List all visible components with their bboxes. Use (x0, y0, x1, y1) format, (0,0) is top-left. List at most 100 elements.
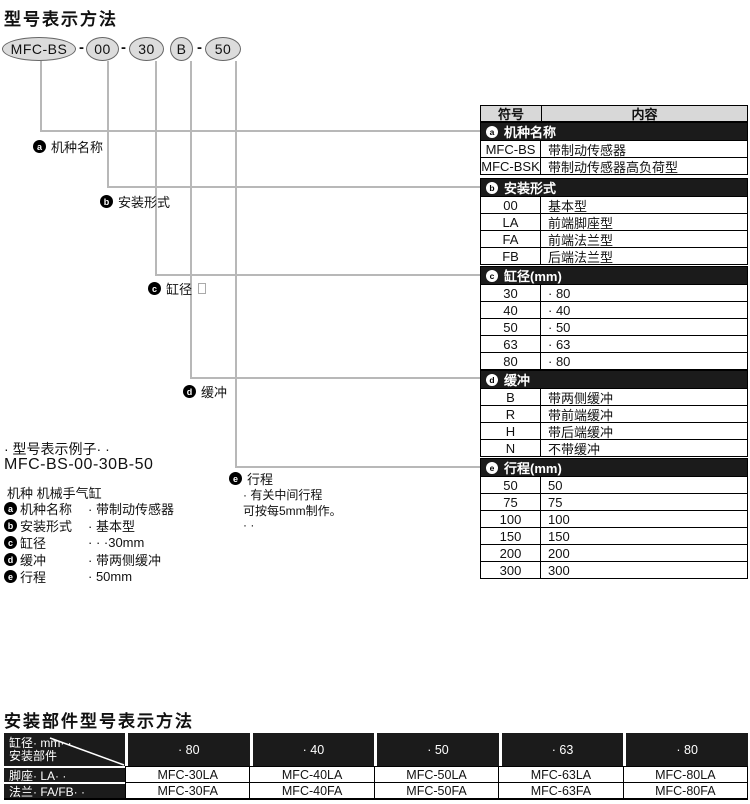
legend-row: 300 300 (481, 561, 747, 578)
content-cell: 带制动传感器 (548, 142, 627, 158)
legend-section-mounting-style: b 安装形式 00 基本型 LA 前端脚座型 FA 前端法兰型 FB 后端法兰型 (480, 178, 748, 265)
row-label-cell: 法兰· FA/FB· · (4, 782, 125, 799)
model-cell: MFC-40FA (249, 782, 374, 798)
model-cell: MFC-63LA (498, 766, 623, 782)
circle-letter-c-icon: c (486, 269, 498, 282)
symbol-cell: B (481, 389, 541, 405)
example-row-label: a 机种名称 (4, 499, 88, 518)
circle-letter-d-icon: d (486, 373, 498, 386)
example-machine-line: 机种 机械手气缸 (7, 486, 102, 501)
circle-letter-d-icon: d (183, 385, 196, 398)
page-title: 型号表示方法 (4, 10, 118, 29)
corner-top-label: 缸径· mm· · (9, 736, 72, 750)
legend-section-bore: c 缸径(mm) 30 · 80 40 · 40 50 · 50 63 · 63 80 · 80 (480, 266, 748, 370)
callout-mounting-style: b 安装形式 (100, 192, 170, 211)
legend-section-machine-name: a 机种名称 MFC-BS 带制动传感器 MFC-BSK 带制动传感器高负荷型 (480, 122, 748, 175)
content-cell: · 50 (548, 319, 571, 335)
mount-table-row: 脚座· LA· · MFC-30LA MFC-40LA MFC-50LA MFC-63L… (4, 766, 749, 783)
content-cell: · 63 (548, 336, 571, 352)
symbol-cell: MFC-BSK (481, 158, 541, 174)
example-value-text: · 带制动传感器 (88, 502, 174, 517)
bore-column-header: · 80 (626, 733, 748, 766)
example-label-text: 安装形式 (20, 519, 73, 534)
content-cell: 200 (548, 545, 570, 561)
symbol-cell: 200 (481, 545, 541, 561)
content-cell: 50 (548, 477, 563, 493)
symbol-cell: H (481, 423, 541, 439)
stroke-note-line: · 有关中间行程 (243, 488, 323, 502)
symbol-cell: LA (481, 214, 541, 230)
diagonal-divider-icon (49, 737, 125, 766)
content-cell: 后端法兰型 (548, 249, 614, 265)
example-heading: · 型号表示例子· · (4, 441, 110, 457)
legend-row: 63 · 63 (481, 335, 747, 352)
symbol-cell: 300 (481, 562, 541, 578)
symbol-cell: 00 (481, 197, 541, 213)
section-title: 缓冲 (504, 373, 531, 388)
example-row: a 机种名称 · 带制动传感器 (4, 500, 174, 517)
example-row: e 行程 · 50mm (4, 568, 174, 585)
legend-row: 100 100 (481, 510, 747, 527)
example-value-text: · 带两侧缓冲 (88, 553, 161, 568)
symbol-cell: 75 (481, 494, 541, 510)
callout-label: 机种名称 (51, 140, 104, 155)
circle-letter-e-icon: e (486, 461, 498, 474)
section-title: 缸径(mm) (504, 269, 562, 284)
legend-row: MFC-BS 带制动传感器 (481, 140, 747, 158)
connector-vertical-c (155, 61, 157, 275)
content-cell: 带两侧缓冲 (548, 390, 614, 406)
section-header-bar: e 行程(mm) (481, 459, 747, 476)
symbol-header: 符号 (481, 106, 542, 122)
bore-column-header: · 80 (128, 733, 250, 766)
callout-label: 缓冲 (201, 385, 228, 400)
legend-section-cushion: d 缓冲 B 带两侧缓冲 R 带前端缓冲 H 带后端缓冲 N 不带缓冲 (480, 370, 748, 457)
legend-row: 150 150 (481, 527, 747, 544)
mount-table-title: 安装部件型号表示方法 (4, 712, 194, 731)
legend-row: H 带后端缓冲 (481, 422, 747, 440)
example-label-text: 缸径 (20, 536, 47, 551)
callout-machine-name: a 机种名称 (33, 137, 103, 156)
content-cell: 带后端缓冲 (548, 424, 614, 440)
legend-row: N 不带缓冲 (481, 439, 747, 457)
model-code-separator: - (121, 39, 126, 56)
callout-label: 缸径 (166, 282, 193, 297)
callout-cushion: d 缓冲 (183, 382, 227, 401)
corner-header-cell: 缸径· mm· · 安装部件 (4, 733, 125, 766)
connector-horizontal-a (40, 130, 480, 132)
model-code-separator: - (79, 39, 84, 56)
model-cell: MFC-50LA (373, 766, 499, 782)
section-title: 安装形式 (504, 181, 557, 196)
circle-letter-a-icon: a (33, 140, 46, 153)
legend-row: B 带两侧缓冲 (481, 388, 747, 406)
legend-row: LA 前端脚座型 (481, 213, 747, 231)
mount-table-header: 缸径· mm· · 安装部件 · 80 · 40 · 50 · 63 · 80 (4, 733, 748, 766)
connector-horizontal-c (155, 274, 480, 276)
example-row-label: b 安装形式 (4, 516, 88, 535)
model-cell: MFC-80FA (622, 782, 749, 798)
example-row: c 缸径 · · ·30mm (4, 534, 174, 551)
legend-row: 75 75 (481, 493, 747, 510)
callout-stroke: e 行程 (229, 469, 273, 488)
symbol-cell: MFC-BS (481, 141, 541, 157)
example-rows: a 机种名称 · 带制动传感器 b 安装形式 · 基本型 c 缸径 · · ·30mm d 缓冲 · … (4, 500, 174, 585)
symbol-cell: 80 (481, 353, 541, 369)
bore-column-header: · 40 (252, 733, 375, 766)
mount-table: 缸径· mm· · 安装部件 · 80 · 40 · 50 · 63 · 80 脚座· … (4, 733, 749, 800)
symbol-cell: R (481, 406, 541, 422)
content-cell: 300 (548, 562, 570, 578)
example-label-text: 机种名称 (20, 502, 73, 517)
symbol-cell: 40 (481, 302, 541, 318)
model-cell: MFC-30FA (125, 782, 250, 798)
legend-row: 50 50 (481, 476, 747, 493)
model-cell: MFC-50FA (373, 782, 499, 798)
content-cell: 150 (548, 528, 570, 544)
content-header: 内容 (631, 107, 658, 122)
model-cell: MFC-80LA (622, 766, 749, 782)
legend-section-stroke: e 行程(mm) 50 50 75 75 100 100 150 150 200 200 300 30… (480, 458, 748, 579)
symbol-cell: 50 (481, 319, 541, 335)
example-model-number: MFC-BS-00-30B-50 (4, 456, 154, 473)
symbol-cell: 150 (481, 528, 541, 544)
legend-row: 30 · 80 (481, 284, 747, 301)
circle-letter-a-icon: a (486, 125, 498, 138)
example-row: b 安装形式 · 基本型 (4, 517, 174, 534)
